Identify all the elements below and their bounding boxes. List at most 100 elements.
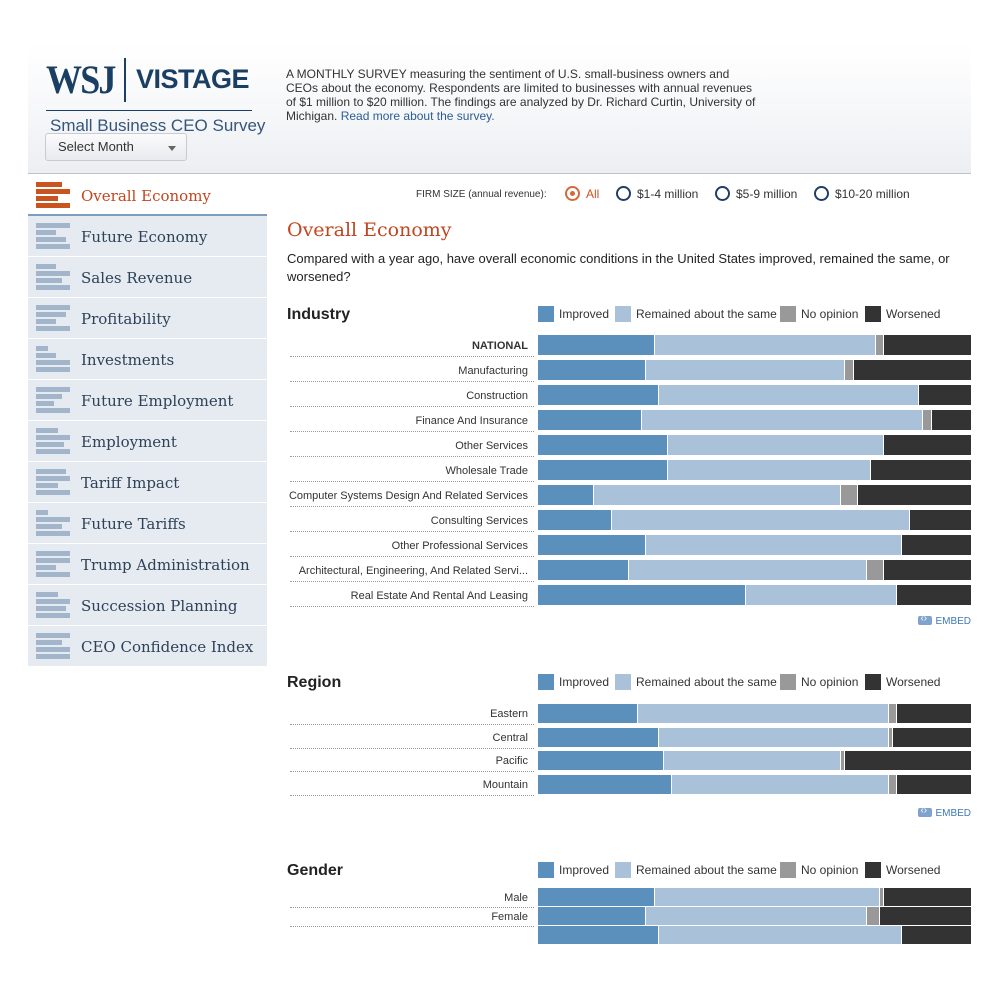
bar-segment-worsened[interactable] [932,410,971,430]
stacked-bar[interactable] [538,727,971,747]
bar-segment-improved[interactable] [538,926,660,944]
bar-segment-improved[interactable] [538,535,647,555]
stacked-bar[interactable] [538,485,971,505]
stacked-bar[interactable] [538,360,971,380]
bar-segment-worsened[interactable] [845,751,971,770]
bar-segment-improved[interactable] [538,560,629,580]
stacked-bar[interactable] [538,907,971,925]
bar-segment-remained-about-the-same[interactable] [646,360,846,380]
bar-segment-improved[interactable] [538,774,673,794]
bar-segment-no-opinion[interactable] [845,360,855,380]
bar-segment-improved[interactable] [538,888,655,906]
embed-link[interactable]: EMBED [918,805,971,819]
bar-segment-worsened[interactable] [897,704,971,723]
bar-segment-remained-about-the-same[interactable] [654,335,876,355]
stacked-bar[interactable] [538,535,971,555]
stacked-bar[interactable] [538,888,971,906]
sidebar-item-future-economy[interactable]: Future Economy [28,216,267,257]
bar-segment-remained-about-the-same[interactable] [667,460,872,480]
sidebar-item-ceo-confidence-index[interactable]: CEO Confidence Index [28,626,267,667]
bar-segment-worsened[interactable] [897,585,971,605]
bar-segment-remained-about-the-same[interactable] [646,535,902,555]
stacked-bar[interactable] [538,460,971,480]
bar-segment-worsened[interactable] [901,535,971,555]
bar-segment-improved[interactable] [538,410,642,430]
sidebar-item-sales-revenue[interactable]: Sales Revenue [28,257,267,298]
bar-segment-improved[interactable] [538,360,647,380]
bar-segment-remained-about-the-same[interactable] [659,926,902,944]
bar-segment-worsened[interactable] [858,485,971,505]
sidebar-item-tariff-impact[interactable]: Tariff Impact [28,462,267,503]
bar-segment-remained-about-the-same[interactable] [637,704,889,723]
radio-button[interactable] [565,186,580,201]
stacked-bar[interactable] [538,560,971,580]
stacked-bar[interactable] [538,585,971,605]
sidebar-item-employment[interactable]: Employment [28,421,267,462]
bar-segment-improved[interactable] [538,335,655,355]
select-month-dropdown[interactable]: Select Month [45,133,187,161]
bar-segment-improved[interactable] [538,727,660,747]
bar-segment-no-opinion[interactable] [875,335,885,355]
stacked-bar[interactable] [538,410,971,430]
bar-segment-worsened[interactable] [884,888,971,906]
bar-segment-remained-about-the-same[interactable] [646,907,868,925]
bar-segment-improved[interactable] [538,385,660,405]
read-more-link[interactable]: Read more about the survey. [340,109,495,123]
bar-segment-remained-about-the-same[interactable] [659,385,920,405]
sidebar-item-investments[interactable]: Investments [28,339,267,380]
bar-segment-no-opinion[interactable] [923,410,932,430]
bar-segment-worsened[interactable] [854,360,971,380]
sidebar-item-future-employment[interactable]: Future Employment [28,380,267,421]
bar-segment-worsened[interactable] [871,460,971,480]
bar-segment-remained-about-the-same[interactable] [667,435,885,455]
bar-segment-remained-about-the-same[interactable] [663,751,842,770]
bar-segment-worsened[interactable] [880,907,971,925]
bar-segment-improved[interactable] [538,585,746,605]
bar-segment-remained-about-the-same[interactable] [745,585,898,605]
sidebar-item-trump-administration[interactable]: Trump Administration [28,544,267,585]
bar-segment-improved[interactable] [538,460,668,480]
bar-segment-remained-about-the-same[interactable] [672,774,889,794]
bar-segment-improved[interactable] [538,751,664,770]
bar-segment-worsened[interactable] [897,774,971,794]
sidebar-item-succession-planning[interactable]: Succession Planning [28,585,267,626]
bar-segment-remained-about-the-same[interactable] [641,410,924,430]
radio-button[interactable] [715,186,730,201]
bar-segment-no-opinion[interactable] [867,907,881,925]
bar-segment-no-opinion[interactable] [867,560,885,580]
bar-segment-no-opinion[interactable] [841,485,859,505]
stacked-bar[interactable] [538,510,971,530]
stacked-bar[interactable] [538,926,971,944]
bar-segment-worsened[interactable] [919,385,971,405]
embed-link[interactable]: EMBED [918,613,971,627]
bar-segment-improved[interactable] [538,704,638,723]
bar-segment-remained-about-the-same[interactable] [659,727,889,747]
bar-segment-no-opinion[interactable] [880,888,885,906]
bar-segment-improved[interactable] [538,510,612,530]
sidebar-item-future-tariffs[interactable]: Future Tariffs [28,503,267,544]
sidebar-item-overall-economy[interactable]: Overall Economy [28,175,267,216]
radio-button[interactable] [814,186,829,201]
bar-segment-worsened[interactable] [910,510,971,530]
bar-segment-remained-about-the-same[interactable] [611,510,911,530]
stacked-bar[interactable] [538,774,971,794]
bar-segment-worsened[interactable] [893,727,971,747]
bar-segment-improved[interactable] [538,907,647,925]
stacked-bar[interactable] [538,704,971,723]
sidebar-item-profitability[interactable]: Profitability [28,298,267,339]
bar-segment-no-opinion[interactable] [888,704,898,723]
bar-segment-improved[interactable] [538,485,595,505]
bar-segment-remained-about-the-same[interactable] [654,888,881,906]
bar-segment-no-opinion[interactable] [888,774,898,794]
stacked-bar[interactable] [538,385,971,405]
stacked-bar[interactable] [538,435,971,455]
bar-segment-remained-about-the-same[interactable] [594,485,842,505]
radio-button[interactable] [616,186,631,201]
bar-segment-remained-about-the-same[interactable] [628,560,868,580]
bar-segment-worsened[interactable] [884,335,971,355]
bar-segment-worsened[interactable] [884,435,971,455]
bar-segment-worsened[interactable] [901,926,971,944]
bar-segment-worsened[interactable] [884,560,971,580]
bar-segment-no-opinion[interactable] [888,727,894,747]
stacked-bar[interactable] [538,335,971,355]
